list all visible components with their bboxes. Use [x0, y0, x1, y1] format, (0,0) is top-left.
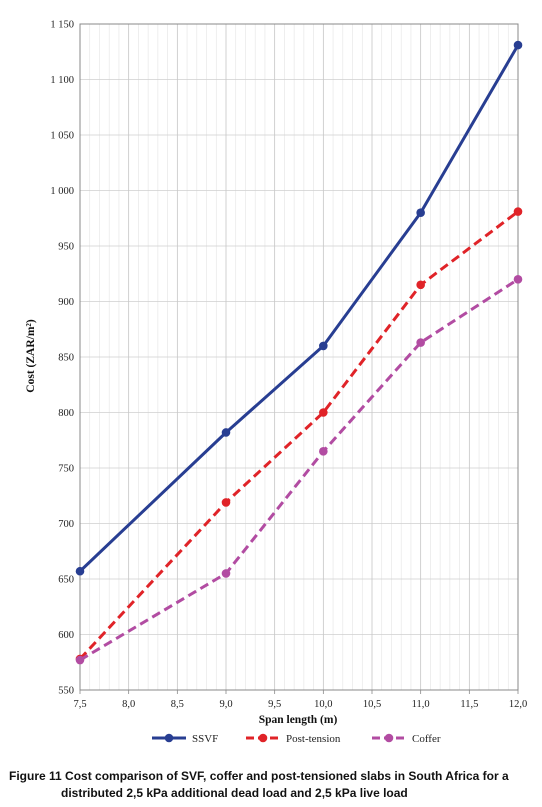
y-tick-label: 650 — [58, 575, 74, 586]
y-tick-label: 850 — [58, 353, 74, 364]
data-point-ssvf — [416, 208, 425, 217]
series-line-coffer — [79, 278, 519, 662]
data-point-ssvf — [75, 566, 85, 576]
x-tick-label: 10,5 — [363, 699, 381, 710]
legend-marker-post-tension — [258, 733, 268, 743]
x-tick-label: 9,0 — [219, 699, 232, 710]
legend: SSVF Post-tension Coffer — [152, 733, 441, 745]
y-tick-label: 600 — [58, 630, 74, 641]
data-point-post-tension — [319, 408, 328, 417]
data-point-ssvf — [513, 40, 523, 50]
data-point-post-tension — [416, 280, 425, 290]
x-tick-label: 7,5 — [73, 699, 86, 710]
data-point-coffer — [221, 569, 231, 578]
data-point-ssvf — [319, 341, 328, 351]
caption-label: Figure 11 — [9, 769, 62, 783]
legend-label-post-tension: Post-tension — [286, 733, 341, 745]
x-axis-title: Span length (m) — [259, 714, 338, 726]
x-tick-label: 10,0 — [314, 699, 332, 710]
y-tick-label: 550 — [58, 686, 74, 697]
data-point-post-tension — [513, 207, 523, 216]
legend-marker-ssvf — [164, 733, 174, 743]
x-tick-label: 11,5 — [460, 699, 478, 710]
y-tick-label: 1 000 — [50, 186, 74, 197]
caption-line-2: distributed 2,5 kPa additional dead load… — [61, 786, 408, 800]
y-axis-title: Cost (ZAR/m²) — [25, 319, 37, 393]
x-axis-ticks: 7,5 8,0 8,5 9,0 9,5 10,0 10,5 11,0 11,5 12,0 — [73, 690, 527, 710]
data-point-post-tension — [221, 498, 231, 507]
data-point-ssvf — [221, 428, 231, 437]
legend-marker-coffer — [384, 733, 394, 743]
y-tick-label: 1 150 — [50, 20, 74, 31]
x-tick-label: 8,0 — [122, 699, 135, 710]
x-tick-label: 11,0 — [412, 699, 430, 710]
series-line-post-tension — [78, 210, 519, 660]
figure-caption: Figure 11 Cost comparison of SVF, coffer… — [9, 768, 534, 802]
x-tick-label: 9,5 — [268, 699, 281, 710]
plot-frame — [79, 23, 519, 691]
legend-label-ssvf: SSVF — [192, 733, 218, 745]
y-tick-label: 1 050 — [50, 131, 74, 142]
data-point-coffer — [75, 655, 85, 665]
y-tick-label: 900 — [58, 297, 74, 308]
grid-lines — [79, 23, 519, 691]
data-point-coffer — [416, 338, 425, 347]
legend-label-coffer: Coffer — [412, 733, 441, 745]
y-tick-label: 1 100 — [50, 75, 74, 86]
y-tick-label: 750 — [58, 464, 74, 475]
series-group — [75, 40, 523, 665]
series-line-ssvf — [78, 44, 520, 573]
data-point-coffer — [319, 447, 328, 456]
y-tick-label: 800 — [58, 408, 74, 419]
y-tick-label: 950 — [58, 242, 74, 253]
cost-chart: 550 600 650 700 750 800 850 900 950 1 000 1 050 1 1… — [25, 20, 527, 746]
y-axis-ticks: 550 600 650 700 750 800 850 900 950 1 000 1 050 1 1… — [50, 20, 74, 697]
caption-line-1: Cost comparison of SVF, coffer and post-… — [61, 769, 509, 783]
x-tick-label: 12,0 — [509, 699, 527, 710]
y-tick-label: 700 — [58, 519, 74, 530]
data-point-coffer — [513, 275, 523, 284]
x-tick-label: 8,5 — [171, 699, 184, 710]
